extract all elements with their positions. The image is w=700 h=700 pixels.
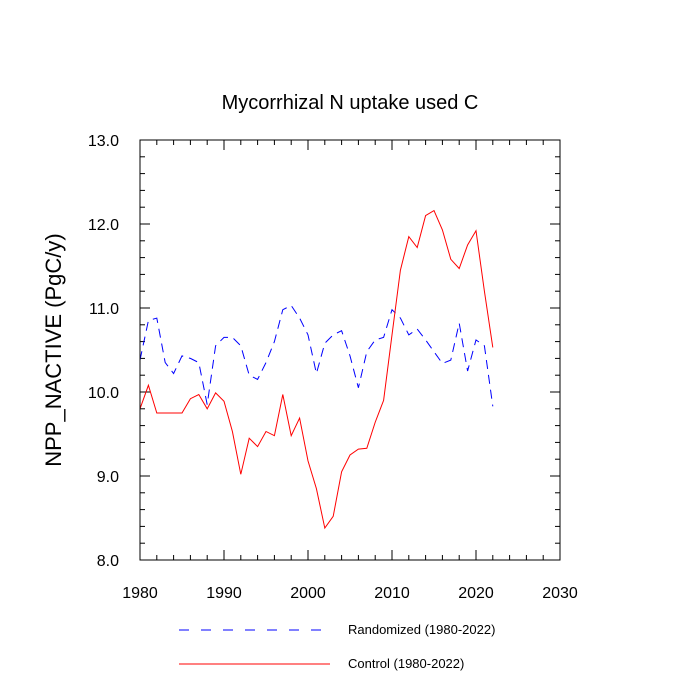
- x-tick-labels: 1980 1990 2000 2010 2020 2030: [122, 585, 578, 602]
- x-tick-label: 1990: [206, 585, 242, 602]
- y-tick-label: 13.0: [88, 133, 119, 150]
- legend-label-randomized: Randomized (1980-2022): [348, 622, 495, 637]
- major-ticks: [139, 139, 561, 561]
- x-tick-label: 2030: [542, 585, 578, 602]
- y-axis-label: NPP_NACTIVE (PgC/y): [41, 233, 66, 467]
- plot-frame: [139, 139, 561, 561]
- y-tick-label: 11.0: [89, 301, 119, 318]
- y-tick-labels: 8.0 9.0 10.0 11.0 12.0 13.0: [88, 133, 119, 570]
- x-tick-label: 2020: [458, 585, 494, 602]
- legend-label-control: Control (1980-2022): [348, 656, 464, 671]
- legend: Randomized (1980-2022) Control (1980-202…: [179, 622, 495, 671]
- x-tick-label: 2010: [374, 585, 410, 602]
- y-tick-label: 10.0: [88, 385, 119, 402]
- chart-title: Mycorrhizal N uptake used C: [222, 92, 479, 114]
- y-tick-label: 8.0: [97, 553, 119, 570]
- y-tick-label: 12.0: [88, 217, 119, 234]
- series-line-randomized: [139, 304, 494, 407]
- x-tick-label: 1980: [122, 585, 158, 602]
- minor-ticks: [139, 139, 561, 561]
- series-layer: [139, 209, 494, 530]
- y-tick-label: 9.0: [97, 469, 119, 486]
- series-line-control: [139, 209, 494, 530]
- x-tick-label: 2000: [290, 585, 326, 602]
